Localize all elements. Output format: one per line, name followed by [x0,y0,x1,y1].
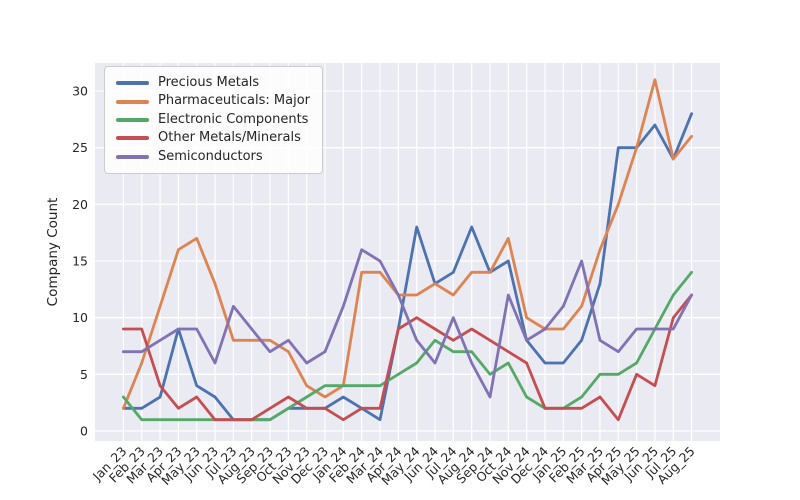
legend-item-electronic-components: Electronic Components [112,111,310,129]
y-tick-label: 5 [80,367,88,382]
x-axis-tick-labels: Jan_23Feb_23Mar_23Apr_23May_23Jun_23Jul_… [89,443,698,488]
y-axis-tick-labels: 0 5 10 15 20 25 30 [72,84,88,439]
legend-item-precious-metals: Precious Metals [112,74,310,92]
series-line-semiconductors [122,248,693,399]
y-tick-label: 0 [80,424,88,439]
legend-item-label: Pharmaceuticals: Major [158,93,310,109]
legend-box: Precious Metals Pharmaceuticals: Major Ele… [104,66,323,174]
series-line-pharmaceuticals-major [122,78,693,410]
legend-item-semiconductors: Semiconductors [112,148,310,166]
series-line-precious-metals [122,112,693,422]
legend-item-other-metals-minerals: Other Metals/Minerals [112,129,310,147]
legend-item-label: Electronic Components [158,111,309,127]
legend-line-swatch-icon [116,81,149,86]
legend-line-swatch-icon [116,99,149,104]
y-tick-label: 25 [72,140,88,155]
series-line-other-metals-minerals [122,293,693,422]
legend-item-label: Precious Metals [158,75,260,90]
y-tick-label: 30 [72,84,88,99]
legend-line-swatch-icon [116,117,149,122]
y-axis-title: Company Count [45,198,61,307]
series-lines [122,78,693,422]
y-tick-label: 20 [72,197,88,212]
legend-line-swatch-icon [116,154,149,159]
legend-line-swatch-icon [116,136,149,141]
legend-item-pharmaceuticals-major: Pharmaceuticals: Major [112,92,310,110]
legend-item-label: Semiconductors [158,148,263,164]
y-tick-label: 15 [72,254,88,269]
y-tick-label: 10 [72,310,88,325]
legend-item-label: Other Metals/Minerals [158,130,301,146]
